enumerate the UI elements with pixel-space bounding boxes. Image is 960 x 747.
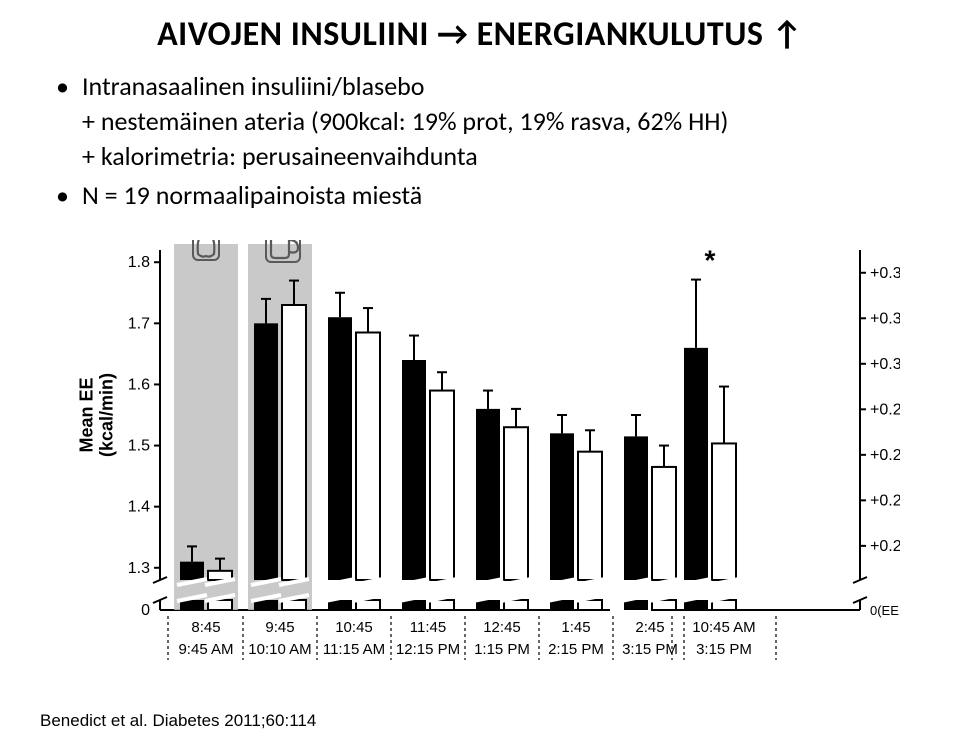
bullet-2: N = 19 normaalipainoista miestä [56, 178, 920, 213]
svg-text:1.5: 1.5 [128, 438, 150, 455]
svg-text:*: * [705, 245, 716, 276]
bullet-1-line-c: + kalorimetria: perusaineenvaihdunta [82, 140, 478, 172]
svg-text:+0.22: +0.22 [870, 538, 900, 555]
slide: AIVOJEN INSULIINI → ENERGIANKULUTUS ↑ In… [0, 0, 960, 747]
svg-text:9:45: 9:45 [265, 619, 294, 636]
svg-text:3:15 PM: 3:15 PM [622, 641, 678, 658]
svg-text:1.7: 1.7 [128, 315, 150, 332]
svg-text:10:45 AM: 10:45 AM [692, 619, 755, 636]
svg-text:1.4: 1.4 [128, 499, 150, 516]
svg-text:0(EE at 8:45AM): 0(EE at 8:45AM) [870, 603, 900, 618]
bar-chart: 1.3 1.4 1.5 1.6 1.7 1.8 0 Mean EE(kcal/min) +0.2… [60, 240, 900, 680]
svg-text:1.3: 1.3 [128, 560, 150, 577]
svg-text:1.8: 1.8 [128, 254, 150, 271]
bullet-list: Intranasaalinen insuliini/blasebo + nest… [56, 69, 920, 213]
svg-text:3:15 PM: 3:15 PM [696, 641, 752, 658]
svg-text:10:10 AM: 10:10 AM [248, 641, 311, 658]
svg-text:+0.26: +0.26 [870, 447, 900, 464]
svg-text:8:45: 8:45 [191, 619, 220, 636]
svg-text:+0.24: +0.24 [870, 492, 900, 509]
bullet-1-line-b: + nestemäinen ateria (900kcal: 19% prot,… [82, 105, 728, 137]
svg-text:1.6: 1.6 [128, 376, 150, 393]
svg-text:2:15 PM: 2:15 PM [548, 641, 604, 658]
svg-text:9:45 AM: 9:45 AM [178, 641, 233, 658]
svg-text:2:45: 2:45 [635, 619, 664, 636]
svg-text:Mean EE(kcal/min): Mean EE(kcal/min) [77, 373, 117, 457]
svg-text:12:15 PM: 12:15 PM [396, 641, 460, 658]
svg-text:+0.30: +0.30 [870, 356, 900, 373]
svg-text:1:15 PM: 1:15 PM [474, 641, 530, 658]
svg-text:10:45: 10:45 [335, 619, 373, 636]
svg-text:+0.32: +0.32 [870, 310, 900, 327]
page-title: AIVOJEN INSULIINI → ENERGIANKULUTUS ↑ [40, 14, 920, 55]
svg-text:+0.28: +0.28 [870, 401, 900, 418]
bullet-1-line-a: Intranasaalinen insuliini/blasebo [82, 70, 425, 102]
svg-text:12:45: 12:45 [483, 619, 521, 636]
bullet-1: Intranasaalinen insuliini/blasebo + nest… [56, 69, 920, 174]
svg-text:11:45: 11:45 [410, 619, 446, 636]
svg-text:0: 0 [141, 602, 150, 619]
citation: Benedict et al. Diabetes 2011;60:114 [40, 711, 316, 731]
svg-text:11:15 AM: 11:15 AM [323, 641, 385, 658]
svg-text:+0.34: +0.34 [870, 265, 900, 282]
svg-text:1:45: 1:45 [561, 619, 590, 636]
